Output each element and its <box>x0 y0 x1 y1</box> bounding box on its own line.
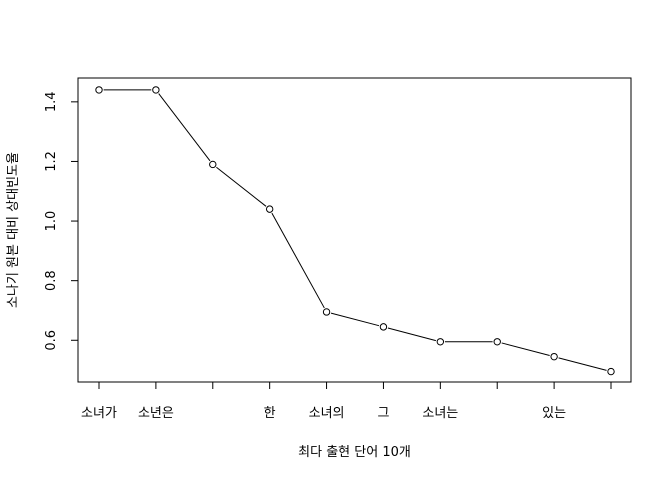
x-tick-label: 소녀의 <box>309 406 345 421</box>
x-tick-label: 소년은 <box>138 406 174 421</box>
y-tick-label: 1.2 <box>44 151 59 172</box>
x-axis: 소녀가 소년은 한 소녀의 그 소녀는 있는 <box>81 381 612 421</box>
x-tick-label: 소녀가 <box>81 406 117 421</box>
series-line-segment <box>271 212 325 309</box>
data-point <box>209 160 217 169</box>
y-axis-title: 소나기 원본 대비 상대빈도율 <box>6 152 21 308</box>
series-line-segment <box>387 327 437 342</box>
y-tick-label: 1.0 <box>44 211 59 232</box>
series-line-segment <box>330 312 380 327</box>
series-line-segment <box>216 166 267 207</box>
data-point <box>436 338 445 346</box>
series-line-segment <box>558 357 607 371</box>
data-point <box>493 338 501 346</box>
data-point <box>607 367 615 376</box>
y-tick-label: 0.8 <box>44 270 59 291</box>
series-line-segment <box>501 342 550 356</box>
x-tick-label: 그 <box>377 406 389 421</box>
y-tick-label: 1.4 <box>44 91 59 112</box>
data-point <box>550 352 558 361</box>
plot-box <box>77 77 632 383</box>
data-point <box>152 86 160 94</box>
x-tick-label: 소녀는 <box>422 406 458 421</box>
series-line-segment <box>158 93 211 162</box>
data-point <box>322 308 331 316</box>
x-axis-title: 최다 출현 단어 10개 <box>298 445 411 460</box>
data-point <box>95 86 103 94</box>
x-tick-label: 한 <box>264 406 276 421</box>
data-point <box>379 323 388 331</box>
series-layer <box>95 86 615 376</box>
y-tick-label: 0.6 <box>44 330 59 351</box>
x-tick-label: 있는 <box>542 406 566 421</box>
data-point <box>265 205 274 213</box>
y-axis: 0.6 0.8 1.0 1.2 1.4 <box>44 91 79 351</box>
